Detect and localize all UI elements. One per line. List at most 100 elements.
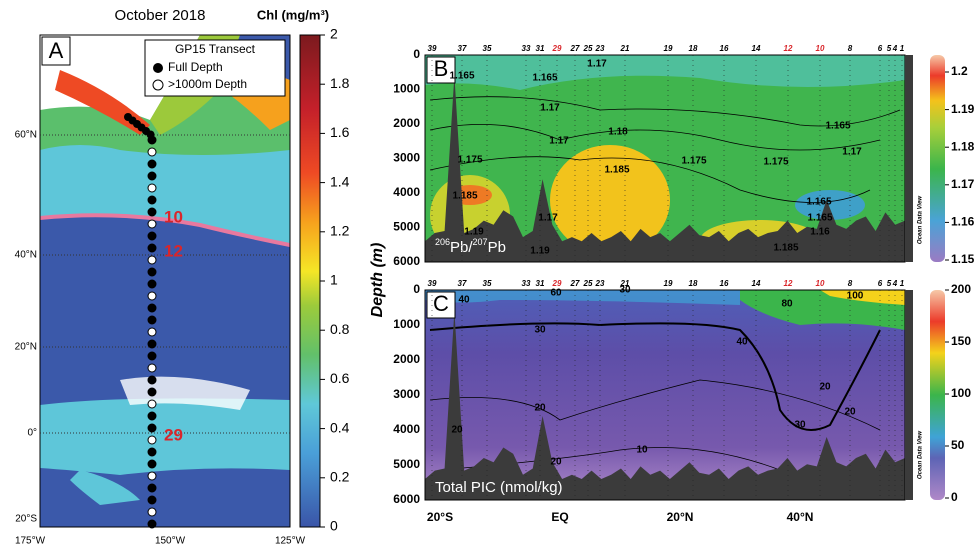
station-number: 5 bbox=[887, 279, 892, 288]
station-number: 35 bbox=[483, 44, 492, 53]
depth-tick-label: 4000 bbox=[393, 422, 420, 436]
station-dot bbox=[147, 447, 157, 457]
station-number: 25 bbox=[583, 44, 593, 53]
contour-label: 1.185 bbox=[604, 165, 629, 176]
station-dot bbox=[147, 171, 157, 181]
station-number: 31 bbox=[536, 44, 545, 53]
station-dot bbox=[147, 231, 157, 241]
contour-label: 20 bbox=[451, 425, 463, 436]
bathymetry bbox=[425, 311, 905, 500]
contour-label: 1.16 bbox=[810, 227, 830, 238]
lat-label: 0° bbox=[27, 428, 37, 439]
land-mask bbox=[905, 290, 913, 500]
station-number: 4 bbox=[892, 44, 898, 53]
colorbar-tick-label: 1.18 bbox=[951, 139, 975, 153]
station-number: 12 bbox=[784, 279, 793, 288]
station-dot bbox=[147, 267, 157, 277]
station-number: 25 bbox=[583, 279, 593, 288]
contour-label: 40 bbox=[736, 337, 748, 348]
station-dot bbox=[147, 495, 157, 505]
section-b bbox=[425, 55, 905, 262]
station-dot bbox=[147, 207, 157, 217]
colorbar-tick-label: 0.2 bbox=[330, 469, 350, 485]
station-dot bbox=[147, 411, 157, 421]
lat-label: 20°S bbox=[15, 514, 37, 525]
contour-label: 10 bbox=[636, 445, 648, 456]
station-number: 10 bbox=[816, 279, 825, 288]
station-number: 27 bbox=[570, 44, 580, 53]
colorbar-tick-label: 1.2 bbox=[330, 223, 350, 239]
section-c bbox=[425, 290, 905, 500]
contour-label: 1.19 bbox=[464, 227, 484, 238]
station-number: 1 bbox=[900, 44, 905, 53]
panel-label: A bbox=[49, 38, 64, 63]
contour-label: 100 bbox=[847, 291, 864, 302]
station-dot bbox=[147, 483, 157, 493]
station-dot bbox=[147, 279, 157, 289]
contour-label: 30 bbox=[794, 420, 806, 431]
station-number: 23 bbox=[595, 44, 605, 53]
station-number: 21 bbox=[620, 44, 630, 53]
lon-label: 150°W bbox=[155, 536, 186, 547]
colorbar-tick-label: 1.16 bbox=[951, 215, 975, 229]
lon-label: 175°W bbox=[15, 536, 46, 547]
colorbar-tick-label: 0 bbox=[951, 490, 958, 504]
station-dot bbox=[147, 519, 157, 529]
contour-label: 1.165 bbox=[449, 71, 474, 82]
station-label: 10 bbox=[164, 207, 183, 226]
colorbar-tick-label: 0.4 bbox=[330, 419, 350, 435]
land-mask bbox=[905, 55, 913, 262]
depth-tick-label: 3000 bbox=[393, 387, 420, 401]
contour-label: 1.165 bbox=[806, 197, 831, 208]
contour-label: 1.185 bbox=[773, 243, 798, 254]
parameter-label: 206Pb/207Pb bbox=[435, 237, 506, 256]
station-number: 23 bbox=[595, 279, 605, 288]
colorbar-tick-label: 200 bbox=[951, 282, 971, 296]
station-number: 19 bbox=[664, 44, 673, 53]
depth-tick-label: 2000 bbox=[393, 116, 420, 130]
colorbar-title: Chl (mg/m³) bbox=[257, 7, 329, 22]
contour-label: 1.19 bbox=[530, 246, 550, 257]
lat-label: 40°N bbox=[15, 250, 37, 261]
station-dot bbox=[147, 327, 157, 337]
contour-label: 1.175 bbox=[763, 157, 788, 168]
contour-label: 20 bbox=[819, 382, 831, 393]
panel-label: C bbox=[433, 291, 449, 316]
station-dot bbox=[147, 243, 157, 253]
station-number: 39 bbox=[428, 279, 437, 288]
panel-label-box bbox=[426, 56, 456, 84]
legend-symbol bbox=[153, 63, 163, 73]
colorbar-tick-label: 1.2 bbox=[951, 64, 968, 78]
station-number: 29 bbox=[552, 279, 562, 288]
legend-symbol bbox=[152, 79, 164, 91]
contour-label: 1.165 bbox=[807, 213, 832, 224]
legend-box bbox=[144, 39, 286, 97]
depth-tick-label: 0 bbox=[413, 47, 420, 61]
contour-label: 1.17 bbox=[540, 103, 560, 114]
station-number: 39 bbox=[428, 44, 437, 53]
contour-label: 20 bbox=[844, 407, 856, 418]
station-number: 6 bbox=[878, 44, 883, 53]
station-number: 18 bbox=[689, 44, 698, 53]
lat-label: 60°N bbox=[15, 130, 37, 141]
contour-label: 1.175 bbox=[457, 155, 482, 166]
station-dot bbox=[147, 387, 157, 397]
y-axis-label: Depth (m) bbox=[369, 243, 386, 318]
contour-label: 1.18 bbox=[608, 127, 628, 138]
colorbar-tick-label: 1 bbox=[330, 272, 338, 288]
station-number: 18 bbox=[689, 279, 698, 288]
panel-label: B bbox=[434, 56, 449, 81]
colorbar bbox=[299, 34, 321, 528]
station-dot bbox=[147, 315, 157, 325]
colorbar bbox=[930, 290, 945, 500]
contour-label: 30 bbox=[534, 325, 546, 336]
station-dot bbox=[147, 147, 157, 157]
contour-label: 80 bbox=[781, 299, 793, 310]
colorbar-tick-label: 100 bbox=[951, 386, 971, 400]
station-dot bbox=[147, 135, 157, 145]
station-number: 16 bbox=[720, 279, 729, 288]
station-number: 29 bbox=[552, 44, 562, 53]
colorbar-tick-label: 0.8 bbox=[330, 321, 350, 337]
contour-label: 60 bbox=[550, 288, 562, 299]
